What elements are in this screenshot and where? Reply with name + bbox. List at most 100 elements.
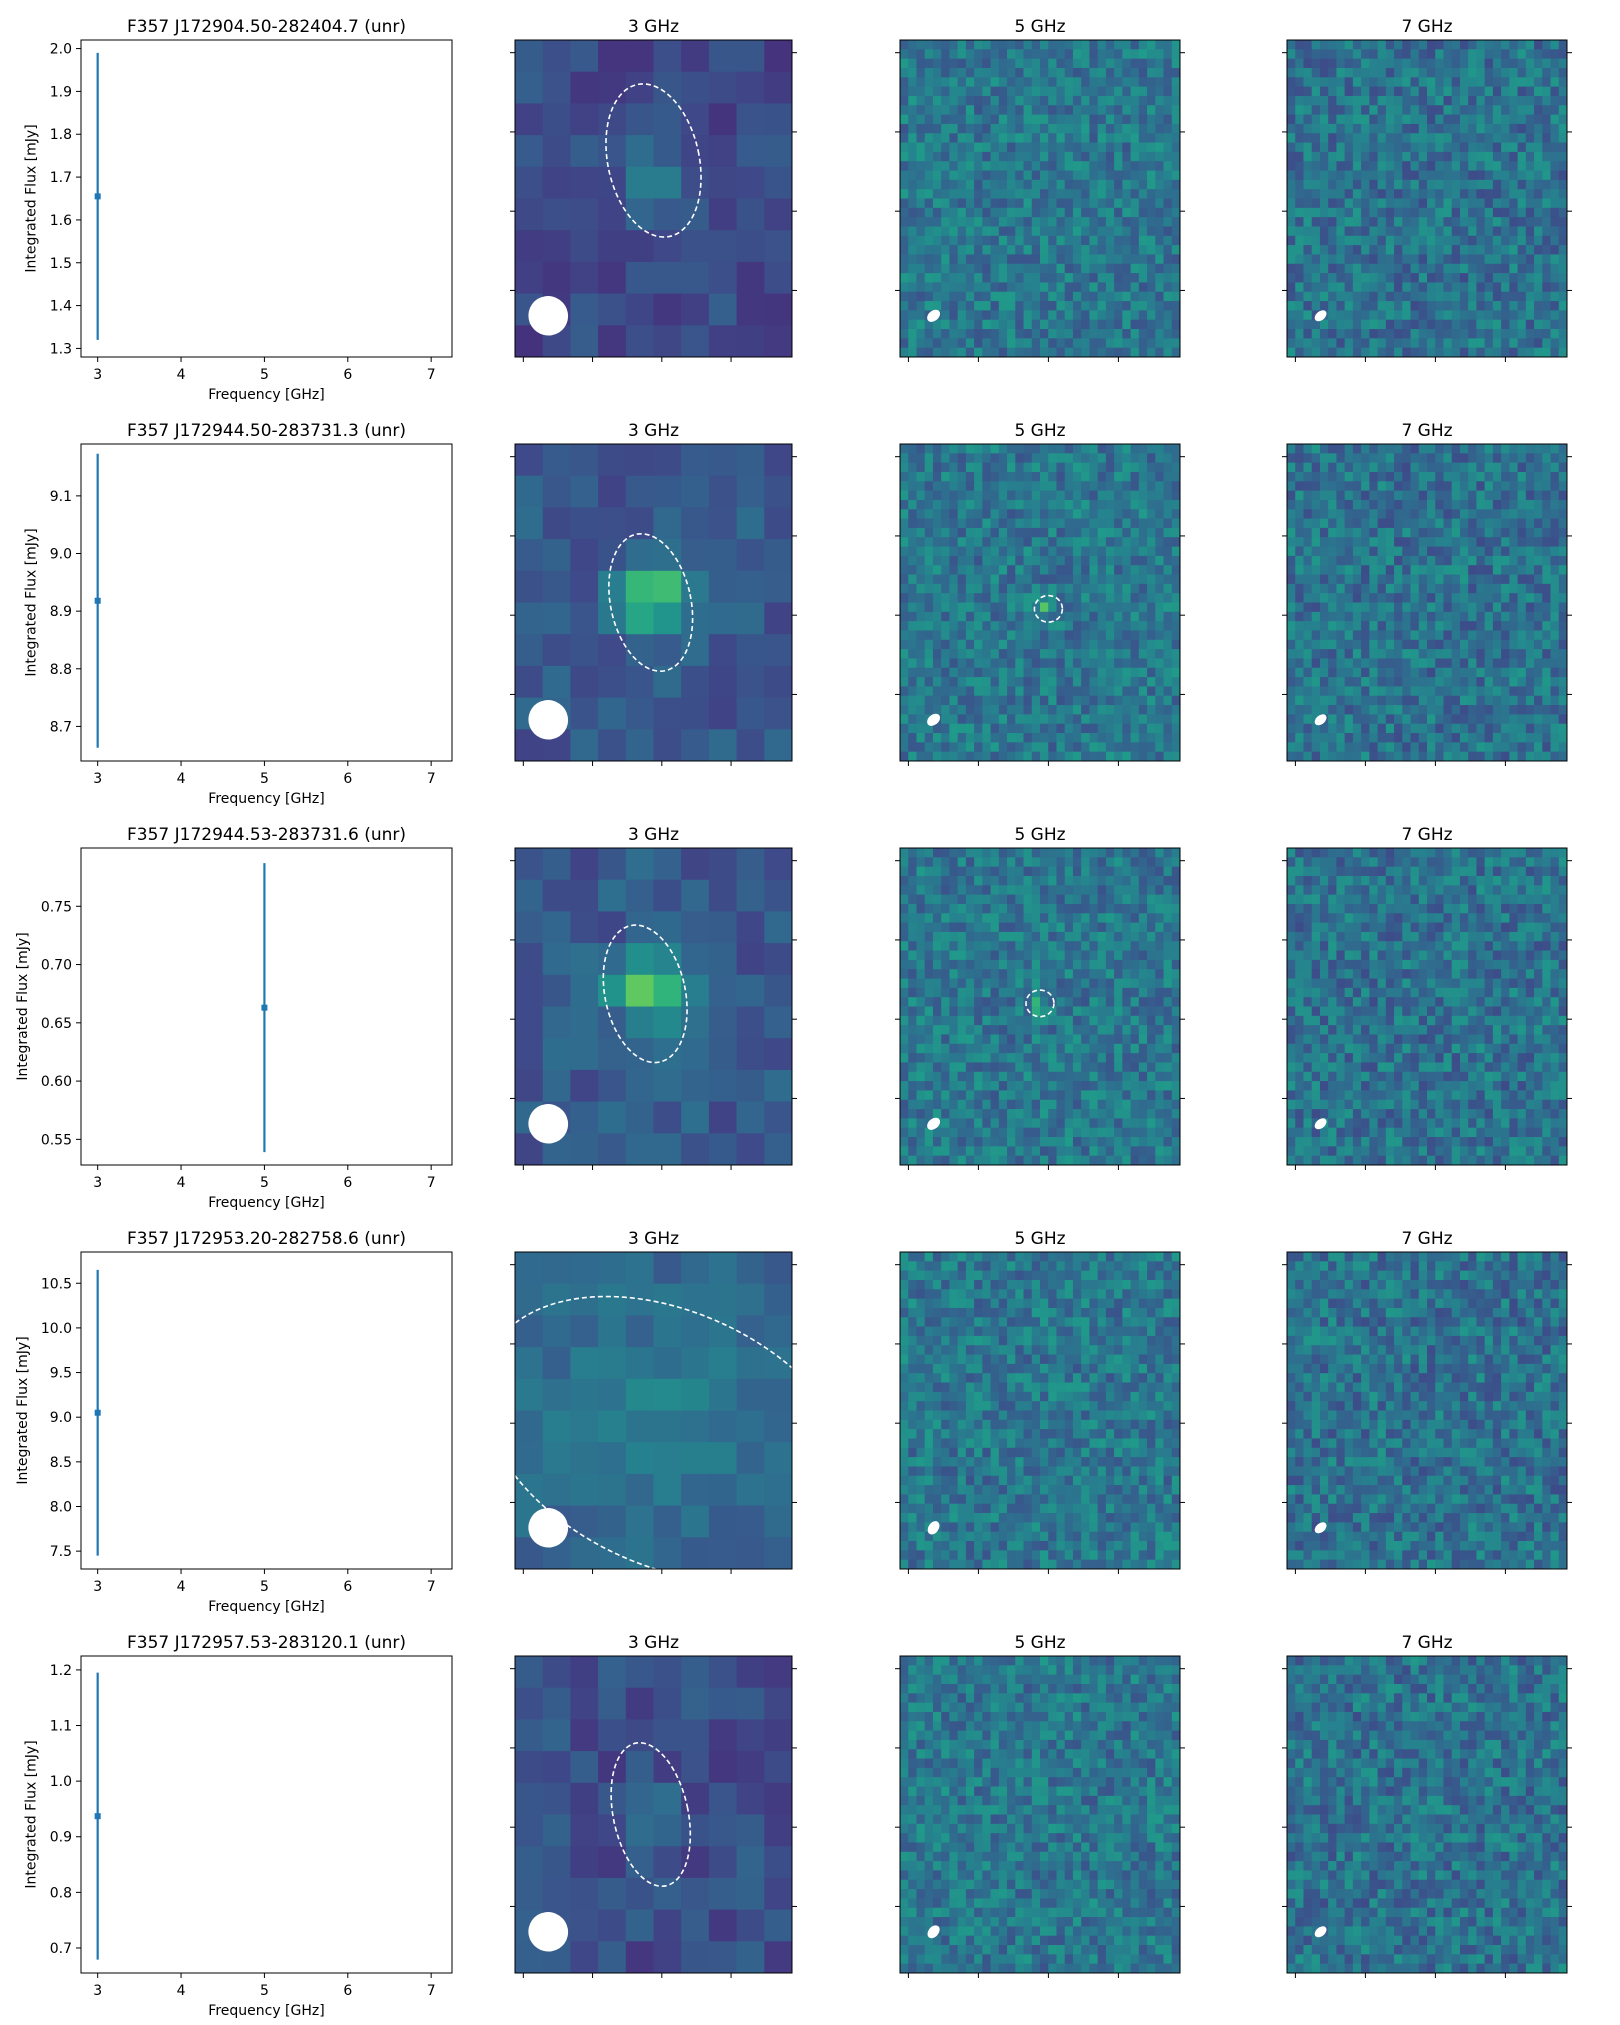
map-7-ghz: 7 GHz: [1282, 421, 1572, 766]
plot-title: F357 J172944.50-283731.3 (unr): [127, 421, 406, 441]
map-frame: [899, 39, 1181, 358]
y-tick-label: 9.1: [50, 489, 72, 505]
x-tick-label: 5: [260, 1579, 269, 1595]
y-tick-label: 8.7: [50, 719, 72, 735]
y-tick-label: 1.9: [50, 84, 72, 100]
y-tick-label: 7.5: [50, 1544, 72, 1560]
y-tick-label: 10.5: [41, 1276, 72, 1292]
flux-plot: F357 J172944.50-283731.3 (unr) 3 4 5 6 7 8.7 8.…: [24, 421, 453, 807]
map-3-ghz: 3 GHz: [510, 421, 797, 766]
y-tick-label: 10.0: [41, 1321, 72, 1337]
source-region-ellipse: [605, 83, 702, 238]
x-tick-label: 6: [343, 1983, 352, 1999]
x-tick-label: 3: [93, 1175, 102, 1191]
map-frame: [899, 1251, 1181, 1570]
map-5-ghz: 5 GHz: [895, 17, 1185, 362]
source-region-ellipse: [515, 1295, 792, 1569]
x-tick-label: 3: [93, 1579, 102, 1595]
y-tick-label: 1.1: [50, 1719, 72, 1735]
map-frame: [1286, 1655, 1568, 1974]
row-5: F357 J172957.53-283120.1 (unr) 3 4 5 6 7 0.7 0.…: [24, 1633, 1572, 2019]
y-tick-label: 8.9: [50, 604, 72, 620]
beam-ellipse: [528, 1104, 569, 1144]
map-7-ghz: 7 GHz: [1282, 1229, 1572, 1574]
data-point: [261, 1004, 268, 1011]
x-tick-label: 5: [260, 1175, 269, 1191]
map-5-ghz: 5 GHz: [895, 421, 1185, 766]
map-title: 5 GHz: [1014, 421, 1065, 441]
row-3: F357 J172944.53-283731.6 (unr) 3 4 5 6 7 0.55 0…: [15, 825, 1572, 1211]
beam-ellipse: [927, 1521, 940, 1535]
y-tick-label: 8.8: [50, 662, 72, 678]
map-title: 3 GHz: [628, 825, 679, 845]
y-tick-label: 0.65: [41, 1016, 72, 1032]
y-tick-label: 1.6: [50, 213, 72, 229]
x-axis-label: Frequency [GHz]: [208, 1195, 324, 1211]
x-tick-label: 5: [260, 367, 269, 383]
flux-plot: F357 J172904.50-282404.7 (unr) 3 4 5 6 7 1.3 1.…: [24, 17, 453, 403]
map-frame: [514, 39, 793, 358]
x-tick-label: 7: [427, 1983, 436, 1999]
y-tick-label: 1.0: [50, 1774, 72, 1790]
x-axis-label: Frequency [GHz]: [208, 791, 324, 807]
plot-title: F357 J172957.53-283120.1 (unr): [127, 1633, 406, 1653]
x-tick-label: 7: [427, 1579, 436, 1595]
map-frame: [899, 1655, 1181, 1974]
map-frame: [514, 443, 793, 762]
flux-plot: F357 J172944.53-283731.6 (unr) 3 4 5 6 7 0.55 0…: [15, 825, 453, 1211]
source-region-ellipse: [610, 1741, 692, 1888]
y-tick-label: 1.2: [50, 1663, 72, 1679]
x-tick-label: 7: [427, 1175, 436, 1191]
map-frame: [1286, 1251, 1568, 1570]
x-tick-label: 4: [177, 367, 186, 383]
y-tick-label: 0.60: [41, 1074, 72, 1090]
y-tick-label: 8.5: [50, 1455, 72, 1471]
y-axis-label: Integrated Flux [mJy]: [15, 1336, 31, 1484]
map-frame: [1286, 39, 1568, 358]
row-4: F357 J172953.20-282758.6 (unr) 3 4 5 6 7 7.5 8.…: [15, 1229, 1572, 1615]
beam-ellipse: [528, 296, 569, 336]
x-tick-label: 6: [343, 1579, 352, 1595]
source-region-ellipse: [1033, 594, 1064, 623]
map-3-ghz: 3 GHz: [510, 1229, 797, 1574]
x-tick-label: 4: [177, 771, 186, 787]
map-title: 5 GHz: [1014, 17, 1065, 37]
map-7-ghz: 7 GHz: [1282, 17, 1572, 362]
row-2: F357 J172944.50-283731.3 (unr) 3 4 5 6 7 8.7 8.…: [24, 421, 1572, 807]
y-axis-label: Integrated Flux [mJy]: [24, 528, 40, 676]
x-tick-label: 6: [343, 1175, 352, 1191]
map-frame: [514, 1655, 793, 1974]
source-region-ellipse: [1025, 989, 1055, 1018]
x-tick-label: 7: [427, 771, 436, 787]
beam-ellipse: [1314, 714, 1327, 726]
beam-ellipse: [528, 700, 569, 740]
y-tick-label: 0.55: [41, 1132, 72, 1148]
beam-ellipse: [1314, 1926, 1327, 1938]
map-title: 7 GHz: [1401, 17, 1452, 37]
y-tick-label: 0.8: [50, 1885, 72, 1901]
y-tick-label: 1.7: [50, 170, 72, 186]
y-tick-label: 9.0: [50, 1410, 72, 1426]
x-tick-label: 5: [260, 771, 269, 787]
data-point: [94, 1813, 101, 1820]
y-tick-label: 2.0: [50, 42, 72, 58]
y-tick-label: 0.75: [41, 899, 72, 915]
map-5-ghz: 5 GHz: [895, 1229, 1185, 1574]
x-tick-label: 3: [93, 1983, 102, 1999]
map-frame: [514, 847, 793, 1166]
map-7-ghz: 7 GHz: [1282, 825, 1572, 1170]
x-tick-label: 3: [93, 771, 102, 787]
source-region-ellipse: [608, 532, 694, 673]
map-frame: [514, 1251, 793, 1570]
y-tick-label: 0.9: [50, 1830, 72, 1846]
x-tick-label: 4: [177, 1175, 186, 1191]
map-frame: [899, 847, 1181, 1166]
map-title: 3 GHz: [628, 1633, 679, 1653]
data-point: [94, 1409, 101, 1416]
map-3-ghz: 3 GHz: [510, 17, 797, 362]
y-axis-label: Integrated Flux [mJy]: [24, 124, 40, 272]
y-axis-label: Integrated Flux [mJy]: [24, 1740, 40, 1888]
beam-ellipse: [528, 1508, 569, 1548]
y-tick-label: 1.8: [50, 127, 72, 143]
